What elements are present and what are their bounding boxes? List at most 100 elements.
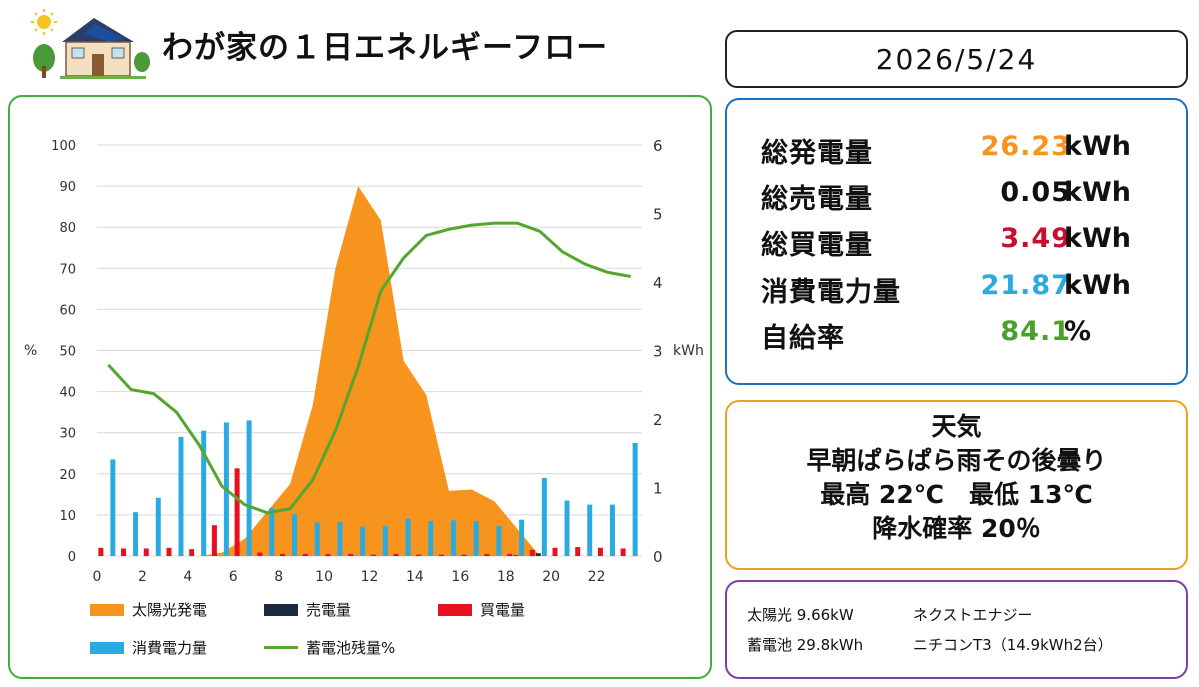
- legend-item-buy: 買電量: [438, 599, 525, 620]
- stat-row-generation: 総発電量 26.23 kWh: [761, 131, 1181, 171]
- bar-buy: [302, 553, 308, 556]
- legend-label-buy: 買電量: [480, 601, 526, 619]
- bar-consumption: [201, 430, 207, 556]
- bar-consumption: [246, 420, 252, 556]
- y-right-tick-label: 1: [653, 480, 663, 498]
- solar-capacity: 太陽光 9.66kW: [747, 606, 854, 624]
- legend-item-sell: 売電量: [264, 599, 351, 620]
- bar-consumption: [269, 508, 275, 556]
- stat-row-consumption: 消費電力量 21.87 kWh: [761, 270, 1181, 310]
- stat-unit-consumption: kWh: [1064, 270, 1131, 301]
- stat-value-sold: 0.05: [1000, 177, 1071, 208]
- system-row-battery: 蓄電池 29.8kWh ニチコンT3（14.9kWh2台）: [747, 630, 1186, 660]
- bar-consumption: [405, 518, 411, 556]
- stat-label-self-sufficiency: 自給率: [761, 323, 845, 354]
- y-right-tick-label: 3: [653, 343, 663, 361]
- stat-value-self-sufficiency: 84.1: [1000, 316, 1071, 347]
- legend-item-battery: 蓄電池残量%: [264, 637, 395, 658]
- legend-item-consumption: 消費電力量: [90, 637, 207, 658]
- stat-label-consumption: 消費電力量: [761, 277, 901, 308]
- x-tick-label: 10: [315, 569, 333, 585]
- y-right-tick-label: 0: [653, 548, 663, 566]
- bar-buy: [597, 547, 603, 556]
- stat-unit-generation: kWh: [1064, 131, 1131, 162]
- legend-swatch-sell: [264, 603, 298, 616]
- bar-buy: [438, 554, 444, 556]
- y-right-tick-label: 4: [653, 274, 663, 292]
- bar-buy: [98, 547, 104, 556]
- stat-value-consumption: 21.87: [980, 270, 1071, 301]
- bar-consumption: [564, 500, 570, 556]
- bar-consumption: [337, 521, 343, 556]
- stat-value-bought: 3.49: [1000, 223, 1071, 254]
- weather-title: 天気: [931, 412, 982, 441]
- y-left-tick-label: 10: [59, 509, 76, 524]
- bar-buy: [461, 554, 467, 556]
- bar-consumption: [450, 520, 456, 556]
- y-left-tick-label: 20: [59, 468, 76, 483]
- legend-swatch-buy: [438, 603, 472, 616]
- stat-unit-bought: kWh: [1064, 223, 1131, 254]
- y-left-axis-label: %: [24, 343, 37, 359]
- bar-buy: [211, 525, 217, 556]
- bar-buy: [370, 554, 376, 556]
- weather-rain-chance: 降水確率 20％: [872, 514, 1041, 543]
- legend-label-battery: 蓄電池残量%: [306, 639, 396, 657]
- x-tick-label: 2: [138, 569, 147, 585]
- stat-label-generation: 総発電量: [761, 138, 873, 169]
- battery-maker: ニチコンT3（14.9kWh2台）: [913, 636, 1113, 654]
- y-left-tick-label: 0: [68, 550, 76, 565]
- date-display: 2026/5/24: [725, 30, 1188, 88]
- bar-buy: [143, 548, 149, 556]
- y-left-tick-label: 60: [59, 303, 76, 318]
- bar-consumption: [314, 522, 320, 556]
- x-tick-label: 14: [406, 569, 424, 585]
- bar-buy: [393, 553, 399, 556]
- y-left-tick-label: 50: [59, 345, 76, 360]
- bar-consumption: [473, 521, 479, 556]
- legend-swatch-consumption: [90, 641, 124, 654]
- bar-buy: [552, 547, 558, 556]
- y-right-tick-label: 6: [653, 137, 663, 155]
- stat-row-bought: 総買電量 3.49 kWh: [761, 223, 1181, 263]
- page-title: わが家の１日エネルギーフロー: [162, 30, 609, 66]
- bar-buy: [575, 547, 581, 556]
- y-left-tick-label: 80: [59, 221, 76, 236]
- legend-swatch-solar: [90, 603, 124, 616]
- bar-buy: [121, 548, 127, 556]
- energy-chart-panel: 0 10 20 30 40 50 60 70 80 90 100 0 1 2 3 4 5 6% kWh 0 2 4 6 8 10…: [8, 95, 712, 679]
- stat-unit-self-sufficiency: %: [1064, 316, 1092, 347]
- bar-consumption: [632, 442, 638, 556]
- bar-buy: [620, 548, 626, 556]
- stat-unit-sold: kWh: [1064, 177, 1131, 208]
- y-right-tick-label: 2: [653, 411, 663, 429]
- system-row-solar: 太陽光 9.66kW ネクストエナジー: [747, 600, 1186, 630]
- bar-sell: [535, 553, 541, 556]
- x-tick-label: 6: [229, 569, 238, 585]
- bar-buy: [348, 553, 354, 556]
- bar-consumption: [155, 497, 161, 556]
- legend-item-solar: 太陽光発電: [90, 599, 207, 620]
- bar-buy: [484, 553, 490, 556]
- totals-panel: 総発電量 26.23 kWh 総売電量 0.05 kWh 総買電量 3.49 k…: [725, 98, 1188, 385]
- legend-label-consumption: 消費電力量: [132, 639, 208, 657]
- bar-buy: [416, 554, 422, 556]
- bar-buy: [166, 547, 172, 556]
- bar-consumption: [519, 519, 525, 556]
- x-tick-label: 20: [542, 569, 560, 585]
- bar-consumption: [428, 521, 434, 556]
- stat-row-sold: 総売電量 0.05 kWh: [761, 177, 1181, 217]
- y-right-axis-label: kWh: [673, 343, 704, 359]
- x-tick-label: 16: [451, 569, 469, 585]
- y-left-tick-label: 100: [51, 139, 76, 154]
- weather-panel: 天気 早朝ぱらぱら雨その後曇り 最高 22℃ 最低 13℃ 降水確率 20％: [725, 400, 1188, 570]
- sun-icon: [37, 15, 51, 29]
- x-tick-label: 18: [497, 569, 515, 585]
- bar-consumption: [360, 526, 366, 556]
- y-left-tick-label: 90: [59, 180, 76, 195]
- bar-consumption: [609, 504, 615, 556]
- bar-buy: [189, 549, 195, 556]
- weather-summary: 早朝ぱらぱら雨その後曇り: [806, 446, 1107, 475]
- series-area-solar: [108, 186, 631, 556]
- house-logo: [24, 6, 154, 80]
